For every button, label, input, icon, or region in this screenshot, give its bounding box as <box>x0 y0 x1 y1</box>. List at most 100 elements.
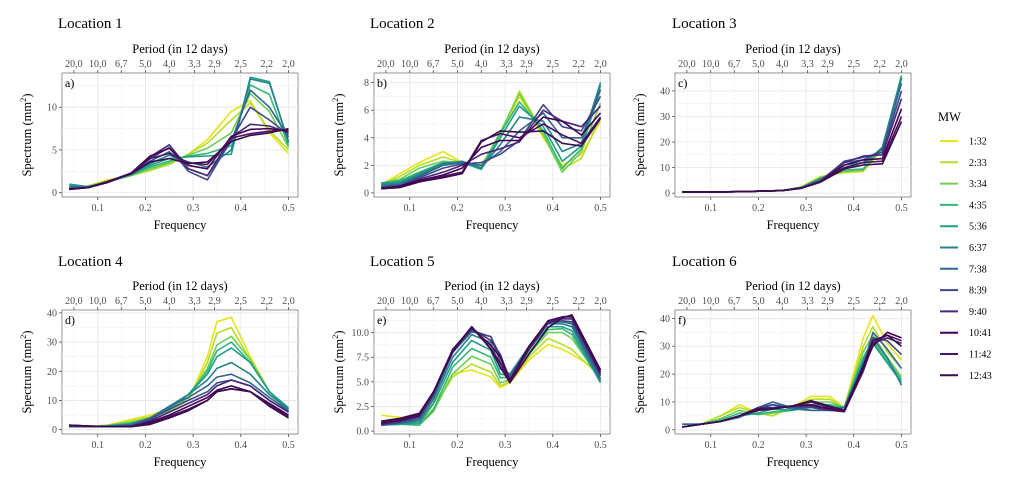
panel-title: Location 3 <box>672 16 737 32</box>
legend-label: 9:40 <box>969 307 987 318</box>
y-label-text: Spectrum (mm <box>633 102 647 177</box>
panel-letter: a) <box>65 76 74 90</box>
y-tick-label: 4 <box>364 133 369 144</box>
legend-label: 1:32 <box>969 137 987 148</box>
y-label-text: Spectrum (mm <box>20 339 34 414</box>
y-axis-label: Spectrum (mm2) <box>330 93 346 176</box>
y-tick-label: 7.5 <box>357 353 370 364</box>
panel-4: Location 4 Period (in 12 days) 0.1 0.2 0.3 0.… <box>18 254 299 469</box>
series-line-12-43 <box>69 387 289 428</box>
y-tick-label: 20 <box>47 367 57 378</box>
x-tick-label: 0.4 <box>848 440 861 451</box>
legend-label: 6:37 <box>969 243 987 254</box>
series-line-12-43 <box>69 127 289 191</box>
top-tick-label: 4,0 <box>163 59 176 70</box>
panel-title: Location 4 <box>58 254 123 270</box>
y-tick-label: 0 <box>665 425 670 436</box>
legend-label: 3:34 <box>969 179 987 190</box>
panel-5: Location 5 Period (in 12 days) 0.1 0.2 0.3 0.… <box>330 254 611 469</box>
y-label-sup: 2 <box>631 335 641 339</box>
top-axis-label: Period (in 12 days) <box>444 42 539 56</box>
plot-background <box>674 72 912 198</box>
y-tick-label: 5 <box>52 145 57 156</box>
series-line-5-36 <box>381 85 602 184</box>
x-tick-label: 0.5 <box>282 203 295 214</box>
top-tick-label: 2,2 <box>573 296 586 307</box>
y-label-sup: 2 <box>18 335 28 339</box>
y-tick-label: 30 <box>660 342 670 353</box>
y-tick-label: 0 <box>364 188 369 199</box>
top-tick-label: 6,7 <box>728 296 741 307</box>
x-tick-label: 0.5 <box>594 203 607 214</box>
panel-title: Location 2 <box>370 16 435 32</box>
y-tick-label: 6 <box>364 106 369 117</box>
x-tick-label: 0.1 <box>705 440 718 451</box>
x-tick-label: 0.3 <box>800 203 813 214</box>
top-tick-label: 2,9 <box>821 296 834 307</box>
y-tick-label: 20 <box>660 370 670 381</box>
top-tick-label: 2,5 <box>547 296 560 307</box>
x-tick-label: 0.5 <box>895 440 908 451</box>
x-tick-label: 0.1 <box>705 203 718 214</box>
top-tick-label: 4,0 <box>475 59 488 70</box>
series-line-7-38 <box>381 320 602 426</box>
series-line-12-43 <box>381 118 602 190</box>
y-label-text: Spectrum (mm <box>20 102 34 177</box>
y-tick-label: 10 <box>660 397 670 408</box>
top-tick-label: 3,3 <box>188 296 201 307</box>
x-tick-label: 0.1 <box>404 203 417 214</box>
top-tick-label: 20,0 <box>65 296 83 307</box>
legend: MW 1:32 2:33 3:34 4:35 5:36 6:37 7:38 8:39 9:40 10… <box>938 110 992 382</box>
y-tick-label: 10 <box>660 163 670 174</box>
panel-6: Location 6 Period (in 12 days) 0.1 0.2 0.3 0.… <box>631 254 912 469</box>
top-tick-label: 2,0 <box>282 59 295 70</box>
top-tick-label: 2,5 <box>235 296 248 307</box>
top-tick-label: 3,3 <box>188 59 201 70</box>
top-tick-label: 2,5 <box>547 59 560 70</box>
series-group <box>381 314 602 426</box>
legend-label: 4:35 <box>969 200 987 211</box>
y-tick-label: 30 <box>47 338 57 349</box>
series-line-6-37 <box>381 82 602 186</box>
series-line-12-43 <box>682 334 902 428</box>
top-tick-label: 2,0 <box>282 296 295 307</box>
panel-letter: d) <box>65 313 75 327</box>
x-axis-label: Frequency <box>466 218 520 232</box>
series-line-4-35 <box>381 327 602 426</box>
legend-title: MW <box>938 110 961 124</box>
top-tick-label: 2,9 <box>520 59 533 70</box>
panel-3: Location 3 Period (in 12 days) 0.1 0.2 0.3 0.… <box>631 16 912 232</box>
y-label-sup: 2 <box>330 335 340 339</box>
top-tick-label: 3,3 <box>500 59 513 70</box>
y-label-text: Spectrum (mm <box>332 339 346 414</box>
x-tick-label: 0.1 <box>404 440 417 451</box>
top-tick-label: 2,5 <box>848 59 861 70</box>
legend-label: 12:43 <box>969 371 992 382</box>
top-tick-label: 2,9 <box>208 296 221 307</box>
panel-1: Location 1 Period (in 12 days) 0.1 0.2 0.3 0.… <box>18 16 299 232</box>
x-tick-label: 0.4 <box>848 203 861 214</box>
top-tick-label: 2,0 <box>895 296 908 307</box>
y-tick-label: 10 <box>47 396 57 407</box>
x-axis-label: Frequency <box>767 218 821 232</box>
y-tick-label: 20 <box>660 138 670 149</box>
y-axis-label: Spectrum (mm2) <box>631 93 647 176</box>
top-tick-label: 5,0 <box>139 296 152 307</box>
legend-label: 5:36 <box>969 222 987 233</box>
y-label-close: ) <box>332 330 346 334</box>
top-axis-label: Period (in 12 days) <box>745 42 840 56</box>
top-tick-label: 2,2 <box>261 59 274 70</box>
y-label-close: ) <box>20 93 34 97</box>
y-tick-label: 8 <box>364 78 369 89</box>
x-axis-label: Frequency <box>154 218 208 232</box>
top-tick-label: 6,7 <box>427 59 440 70</box>
legend-label: 11:42 <box>969 350 991 361</box>
series-line-12-43 <box>682 121 903 193</box>
top-tick-label: 3,3 <box>801 59 814 70</box>
x-tick-label: 0.4 <box>235 440 248 451</box>
y-label-close: ) <box>633 330 647 334</box>
y-tick-label: 5.0 <box>357 377 370 388</box>
top-tick-label: 5,0 <box>752 59 765 70</box>
top-tick-label: 5,0 <box>451 59 464 70</box>
